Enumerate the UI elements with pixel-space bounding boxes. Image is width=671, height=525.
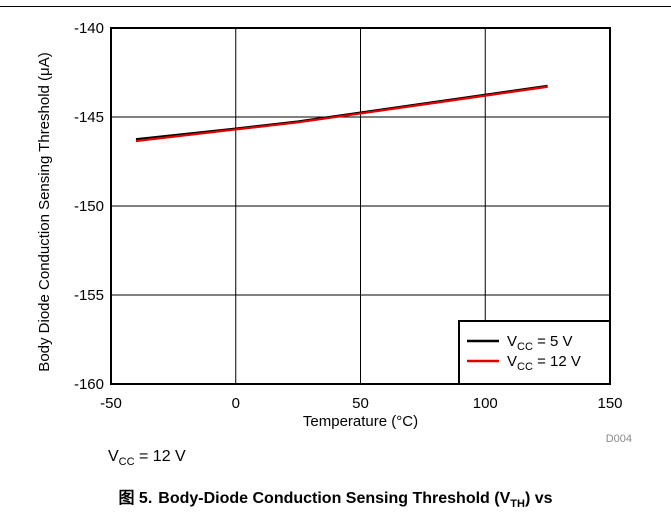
x-tick-label: -50 [100,395,122,412]
legend-label: VCC = 12 V [507,353,581,373]
test-condition-note: VCC = 12 V [108,448,186,469]
y-tick-label: -155 [74,287,104,304]
figure-caption: 图 5. Body-Diode Conduction Sensing Thresh… [0,484,671,510]
x-tick-label: 100 [473,395,498,412]
series-layer [135,84,548,143]
watermark-code: D004 [606,433,632,445]
caption-text-b: ) vs [524,490,553,507]
legend-label: VCC = 5 V [507,333,573,353]
x-tick-labels: -50 0 50 100 150 [100,395,622,412]
series-line-vcc-5v [135,84,548,141]
x-tick-label: 150 [597,395,622,412]
caption-subscript: TH [510,498,525,511]
y-tick-label: -160 [74,376,104,393]
caption-text-a: Body-Diode Conduction Sensing Threshold … [158,490,511,507]
threshold-vs-temperature-chart: -50 0 50 100 150 -140 -145 -150 -155 -160 Temper… [36,20,632,445]
x-tick-label: 50 [352,395,369,412]
y-axis-label: Body Diode Conduction Sensing Threshold … [36,52,53,371]
y-tick-label: -145 [74,109,104,126]
figure-number: 图 5. [118,490,153,507]
plot-frame [110,27,611,385]
x-axis-label: Temperature (°C) [303,413,418,430]
series-line-vcc-12v [135,85,548,143]
y-tick-labels: -140 -145 -150 -155 -160 [74,20,104,393]
x-tick-label: 0 [232,395,240,412]
legend-box [458,320,611,385]
y-tick-label: -150 [74,198,104,215]
y-tick-label: -140 [74,20,104,37]
top-rule [0,6,671,7]
